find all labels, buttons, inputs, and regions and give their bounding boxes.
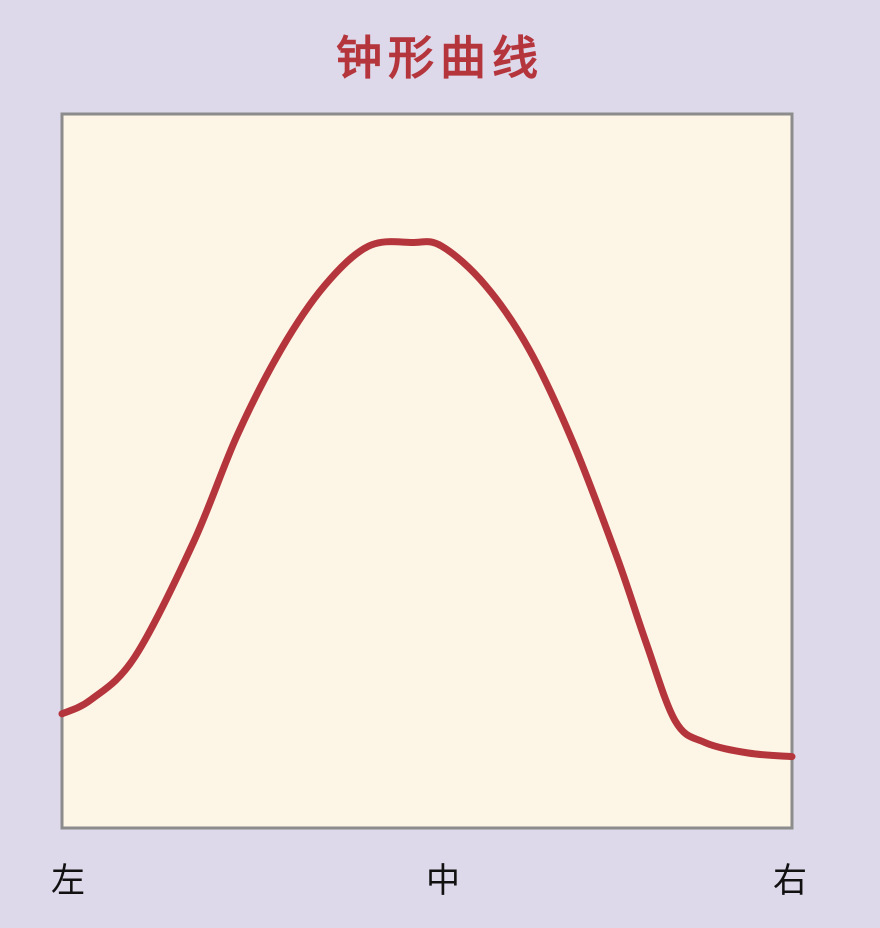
plot-area [60, 112, 794, 830]
x-tick-label-left: 左 [51, 861, 85, 901]
chart-title: 钟形曲线 [336, 31, 544, 85]
series-line-bell-curve [58, 238, 796, 761]
x-tick-labels: 左中右 [51, 861, 807, 901]
x-tick-label-center: 中 [426, 861, 460, 901]
x-tick-label-right: 右 [773, 861, 807, 901]
